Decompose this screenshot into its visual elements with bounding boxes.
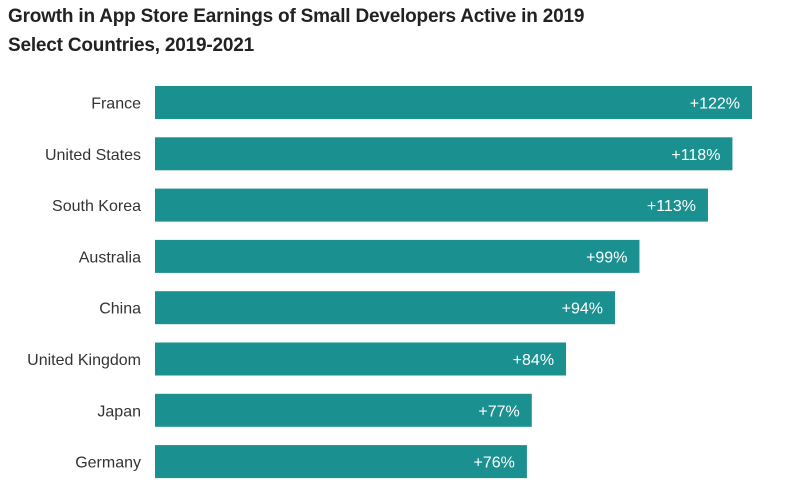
- category-label: France: [91, 96, 141, 113]
- bar-germany: [155, 445, 527, 479]
- category-label: United Kingdom: [27, 352, 141, 369]
- category-label: Germany: [75, 455, 141, 472]
- data-label: +94%: [562, 301, 603, 318]
- bar-united-kingdom: [155, 342, 567, 376]
- bar-china: [155, 291, 615, 325]
- bar-australia: [155, 239, 640, 273]
- data-label: +76%: [474, 455, 515, 472]
- category-label: United States: [45, 147, 141, 164]
- bar-united-states: [155, 137, 733, 171]
- bar-south-korea: [155, 188, 708, 222]
- bar-japan: [155, 393, 532, 427]
- data-label: +77%: [478, 403, 519, 420]
- category-label: Japan: [97, 403, 141, 420]
- bar-france: [155, 86, 752, 119]
- data-label: +99%: [586, 249, 627, 266]
- chart-title: Growth in App Store Earnings of Small De…: [8, 6, 585, 27]
- data-label: +113%: [647, 198, 696, 215]
- data-label: +118%: [671, 147, 720, 164]
- data-label: +122%: [690, 96, 740, 113]
- category-label: China: [99, 301, 141, 318]
- data-label: +84%: [513, 352, 554, 369]
- category-label: South Korea: [52, 198, 141, 215]
- chart-subtitle: Select Countries, 2019-2021: [8, 35, 254, 56]
- category-label: Australia: [79, 249, 141, 266]
